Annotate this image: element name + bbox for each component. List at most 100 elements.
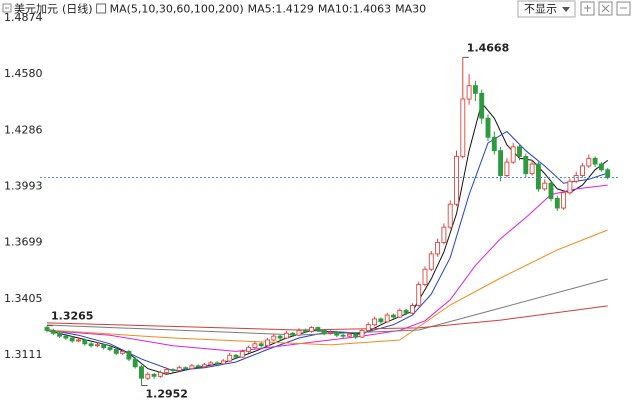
- candle-body: [422, 268, 428, 285]
- candle-body: [466, 85, 472, 100]
- y-tick-label: 1.3699: [4, 236, 43, 249]
- candle-body: [504, 161, 510, 176]
- candle-body: [485, 117, 491, 138]
- candle-body: [189, 365, 195, 370]
- help-icon-glyph: [601, 4, 610, 13]
- candle-body: [277, 335, 283, 339]
- legend-entry: MA30: [395, 3, 426, 16]
- candle-body: [548, 182, 554, 199]
- annotation: 1.3265: [51, 310, 93, 323]
- candle-body: [416, 284, 422, 306]
- candle-body: [101, 344, 107, 349]
- candle-body: [542, 182, 548, 190]
- ma-line: [46, 184, 608, 352]
- candle-body: [145, 373, 151, 379]
- ma-line: [46, 278, 608, 336]
- candle-body: [523, 155, 529, 175]
- candle-body: [239, 350, 245, 358]
- candle-body: [397, 309, 403, 318]
- candle-body: [510, 146, 516, 163]
- candle-body: [139, 366, 144, 379]
- candle-body: [561, 192, 567, 209]
- y-tick-label: 1.4580: [4, 67, 43, 80]
- candle-body: [50, 329, 56, 334]
- ma-line: [46, 229, 608, 346]
- candle-body: [271, 335, 277, 341]
- candle-body: [359, 329, 365, 338]
- help-icon[interactable]: [598, 1, 613, 16]
- candle-body: [120, 350, 126, 354]
- candle-body: [170, 369, 176, 372]
- y-tick-label: 1.3405: [4, 292, 43, 305]
- candles: [44, 57, 611, 386]
- candle-body: [195, 365, 201, 368]
- legend-entry: MA5:1.4129: [248, 3, 314, 16]
- candle-body: [69, 337, 75, 342]
- candle-body: [290, 332, 296, 336]
- candle-body: [44, 327, 50, 331]
- candle-body: [88, 343, 94, 347]
- candle-body: [340, 334, 346, 337]
- candle-body: [157, 372, 163, 377]
- candle-body: [409, 305, 415, 314]
- candle-body: [57, 332, 63, 337]
- ma-lines: [46, 101, 608, 375]
- candle-body: [346, 333, 352, 337]
- candle-body: [202, 364, 207, 368]
- candle-body: [132, 358, 138, 368]
- indicator-icon: [96, 3, 107, 14]
- settings-icon-glyph: [584, 5, 591, 12]
- candle-body: [302, 329, 308, 332]
- candle-body: [554, 198, 560, 209]
- candle-body: [435, 241, 441, 255]
- candle-body: [592, 157, 598, 165]
- y-tick-label: 1.4286: [4, 123, 43, 136]
- candle-body: [529, 163, 535, 175]
- candle-body: [586, 157, 592, 167]
- candle-body: [472, 85, 478, 94]
- candle-body: [479, 92, 485, 119]
- hide-button[interactable]: [517, 0, 576, 18]
- candle-body: [535, 163, 541, 190]
- candle-body: [227, 354, 233, 362]
- y-tick-label: 1.3111: [4, 348, 43, 361]
- candle-body: [460, 98, 466, 157]
- candle-body: [283, 332, 289, 339]
- candle-body: [246, 347, 252, 352]
- y-tick-label: 1.3993: [4, 179, 43, 192]
- candle-body: [94, 344, 100, 347]
- settings-icon[interactable]: [580, 1, 595, 16]
- header-period: (日线): [62, 2, 93, 16]
- candle-body: [315, 327, 321, 331]
- candle-body: [384, 314, 390, 323]
- candle-body: [353, 333, 359, 338]
- candle-body: [378, 318, 384, 323]
- candle-body: [498, 150, 504, 176]
- toolbar: 不显示: [517, 0, 631, 18]
- dropdown-arrow[interactable]: [562, 7, 570, 12]
- candle-body: [391, 314, 396, 318]
- candle-body: [309, 327, 315, 332]
- annotation: 1.4668: [467, 41, 509, 54]
- candle-body: [183, 367, 189, 370]
- candle-body: [573, 175, 579, 182]
- ma-line: [46, 101, 608, 375]
- candle-body: [403, 309, 409, 314]
- candle-body: [220, 360, 226, 365]
- candle-body: [321, 329, 327, 334]
- candle-body: [428, 253, 434, 270]
- candle-body: [491, 136, 497, 152]
- close-icon[interactable]: [616, 1, 631, 16]
- candle-body: [441, 226, 447, 243]
- candle-body: [126, 350, 132, 360]
- candle-body: [605, 169, 611, 178]
- header-icon: [2, 3, 12, 13]
- candle-body: [334, 331, 340, 336]
- candle-body: [447, 203, 453, 228]
- candle-body: [176, 367, 182, 372]
- candle-body: [208, 362, 214, 366]
- candle-body: [580, 165, 585, 176]
- candle-body: [214, 362, 220, 365]
- hide-button-label[interactable]: 不显示: [524, 3, 557, 16]
- candle-body: [76, 339, 81, 342]
